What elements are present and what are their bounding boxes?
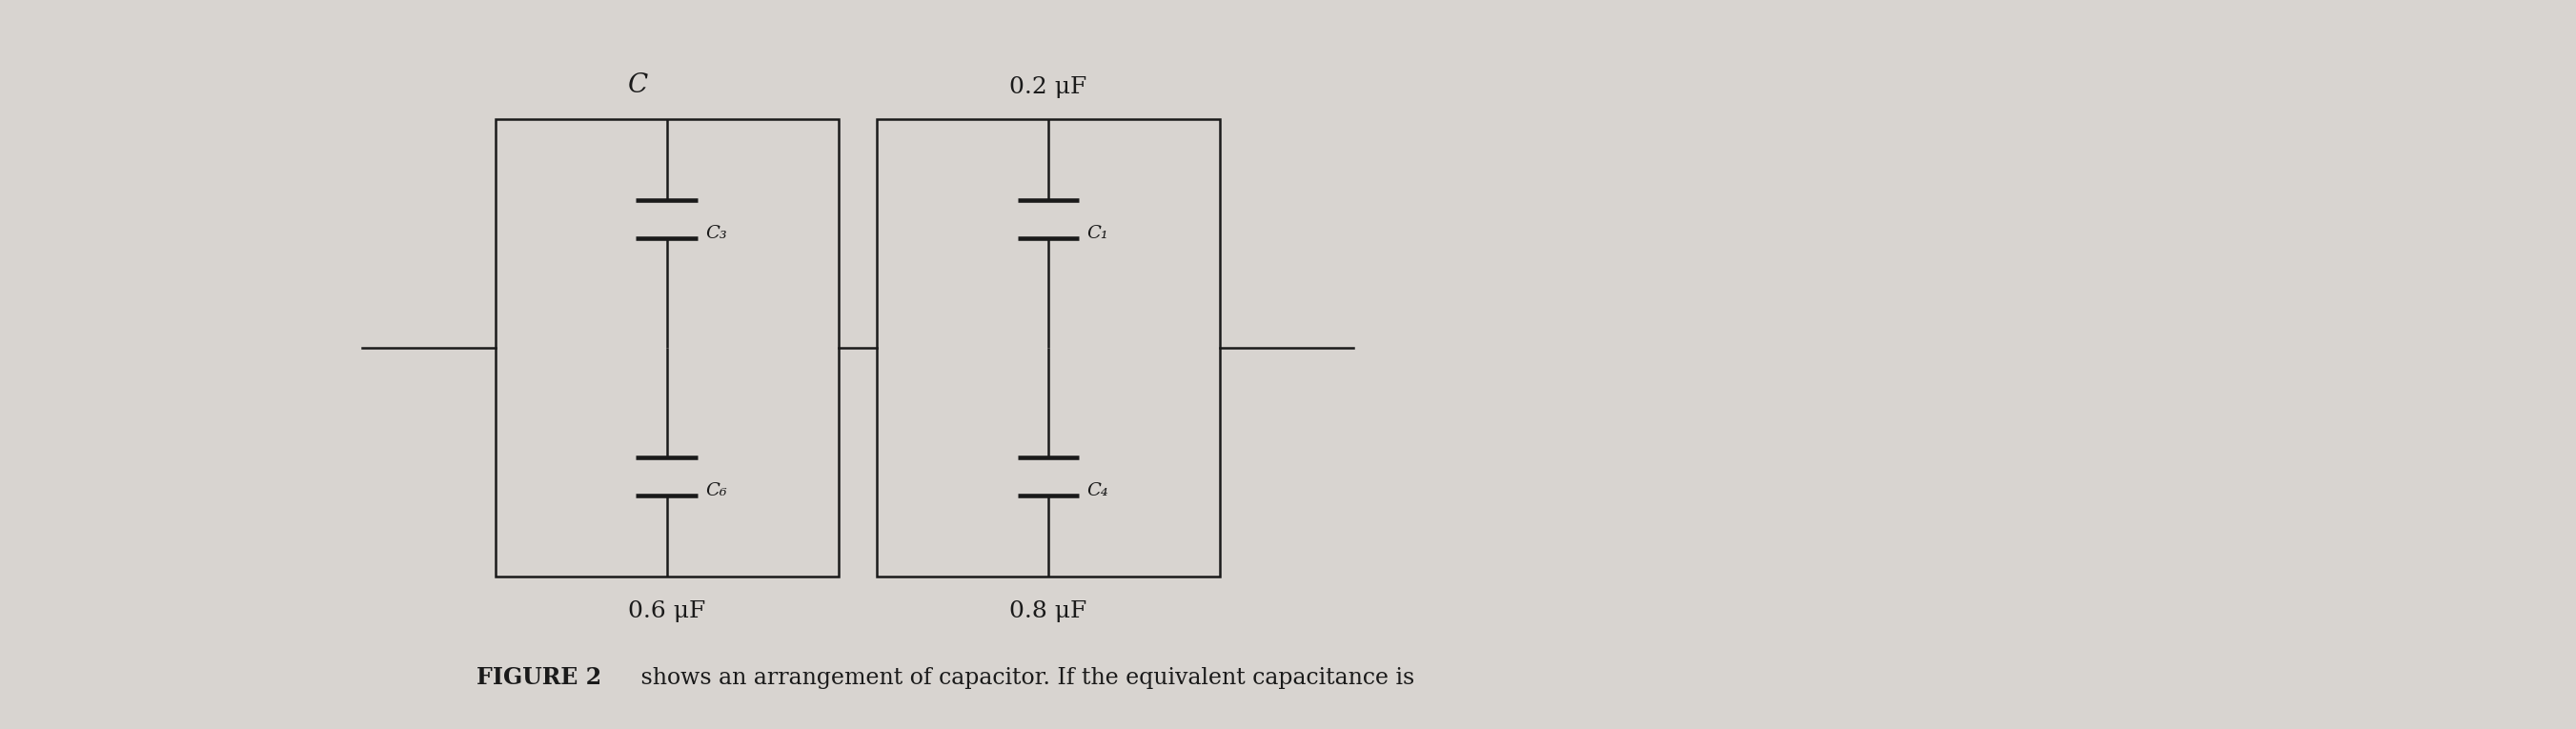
Text: C: C	[629, 72, 649, 98]
Text: C₄: C₄	[1087, 482, 1108, 499]
Text: 0.6 μF: 0.6 μF	[629, 601, 706, 623]
Text: C₃: C₃	[706, 225, 726, 242]
Text: 0.8 μF: 0.8 μF	[1010, 601, 1087, 623]
Text: C₁: C₁	[1087, 225, 1108, 242]
Text: FIGURE 2: FIGURE 2	[477, 666, 603, 689]
Text: 0.2 μF: 0.2 μF	[1010, 77, 1087, 98]
Text: shows an arrangement of capacitor. If the equivalent capacitance is: shows an arrangement of capacitor. If th…	[634, 667, 1414, 689]
Text: C₆: C₆	[706, 482, 726, 499]
